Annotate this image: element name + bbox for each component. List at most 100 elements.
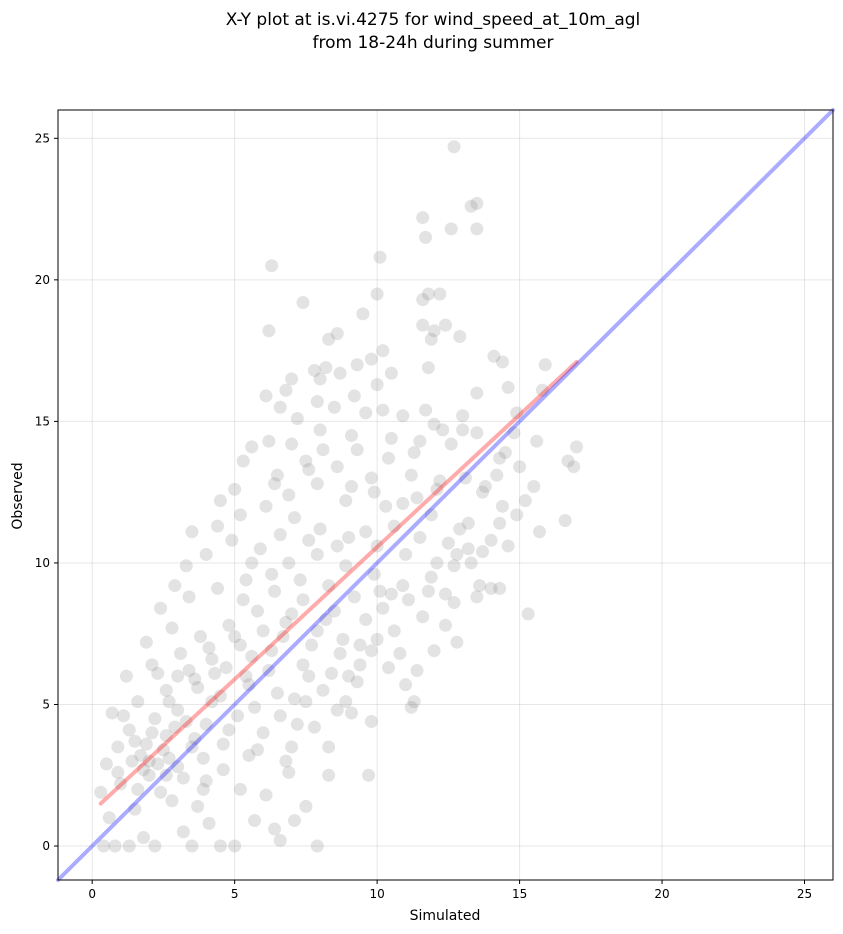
data-point [185, 839, 199, 853]
data-point [470, 590, 484, 604]
data-point [285, 740, 299, 754]
data-point [558, 513, 572, 527]
data-point [151, 757, 165, 771]
data-point [470, 222, 484, 236]
data-point [384, 587, 398, 601]
data-point [533, 525, 547, 539]
data-point [410, 491, 424, 505]
data-point [342, 669, 356, 683]
data-point [419, 230, 433, 244]
data-point [142, 754, 156, 768]
data-point [350, 443, 364, 457]
data-point [196, 751, 210, 765]
data-point [473, 579, 487, 593]
data-point [439, 587, 452, 601]
data-point [316, 683, 330, 697]
data-point [262, 324, 276, 338]
data-point [268, 477, 282, 491]
data-point [222, 618, 236, 632]
data-point [364, 714, 378, 728]
data-point [413, 434, 427, 448]
x-tick-label: 25 [797, 887, 812, 901]
data-point [344, 706, 358, 720]
data-point [521, 607, 535, 621]
data-point [427, 417, 441, 431]
data-point [174, 647, 188, 661]
data-point [205, 652, 219, 666]
data-point [248, 700, 262, 714]
data-point [470, 386, 484, 400]
data-point [478, 480, 492, 494]
data-point [399, 547, 413, 561]
data-point [145, 726, 159, 740]
y-tick-label: 20 [35, 273, 50, 287]
data-point [213, 494, 227, 508]
data-point [305, 638, 319, 652]
data-point [171, 760, 185, 774]
data-point [561, 454, 575, 468]
data-point [461, 542, 475, 556]
data-point [484, 533, 498, 547]
data-point [404, 700, 418, 714]
data-point [484, 581, 498, 595]
data-point [262, 664, 276, 678]
plot-frame [57, 109, 834, 881]
data-point [279, 615, 293, 629]
data-point [136, 763, 150, 777]
data-point [447, 140, 461, 154]
data-point [322, 740, 336, 754]
data-point [162, 695, 176, 709]
data-point [447, 559, 461, 573]
data-point [373, 250, 387, 264]
data-point [370, 287, 384, 301]
data-point [182, 590, 196, 604]
data-point [407, 695, 421, 709]
data-point [131, 695, 145, 709]
data-point [493, 451, 507, 465]
data-point [330, 539, 344, 553]
data-point [439, 318, 452, 332]
data-point [444, 222, 458, 236]
data-point [344, 480, 358, 494]
data-point [401, 593, 415, 607]
data-point [416, 610, 430, 624]
x-tick-label: 10 [369, 887, 384, 901]
data-point [270, 686, 284, 700]
data-point [421, 361, 435, 375]
data-point [250, 743, 264, 757]
data-point [495, 355, 509, 369]
data-point [313, 423, 327, 437]
data-point [396, 409, 410, 423]
data-point [322, 768, 336, 782]
data-point [193, 630, 207, 644]
data-point [339, 695, 353, 709]
data-point [444, 437, 458, 451]
data-point [279, 383, 293, 397]
data-point [464, 556, 478, 570]
data-point [182, 664, 196, 678]
data-point [424, 570, 438, 584]
data-point [148, 839, 162, 853]
data-point [273, 528, 287, 542]
data-point [242, 748, 256, 762]
data-point [421, 584, 435, 598]
data-point [131, 782, 145, 796]
data-point [362, 768, 376, 782]
data-point [476, 485, 490, 499]
data-point [370, 632, 384, 646]
data-point [122, 839, 136, 853]
data-point [97, 839, 111, 853]
data-point [327, 400, 341, 414]
data-point [191, 681, 205, 694]
data-point [296, 658, 310, 672]
data-point [433, 474, 447, 488]
data-point [216, 763, 230, 777]
data-point [302, 669, 316, 683]
data-point [427, 324, 441, 338]
data-point [231, 709, 245, 723]
data-point [213, 839, 227, 853]
data-point [199, 774, 213, 788]
data-point [165, 794, 179, 808]
data-point [285, 607, 299, 621]
data-point [99, 757, 113, 771]
